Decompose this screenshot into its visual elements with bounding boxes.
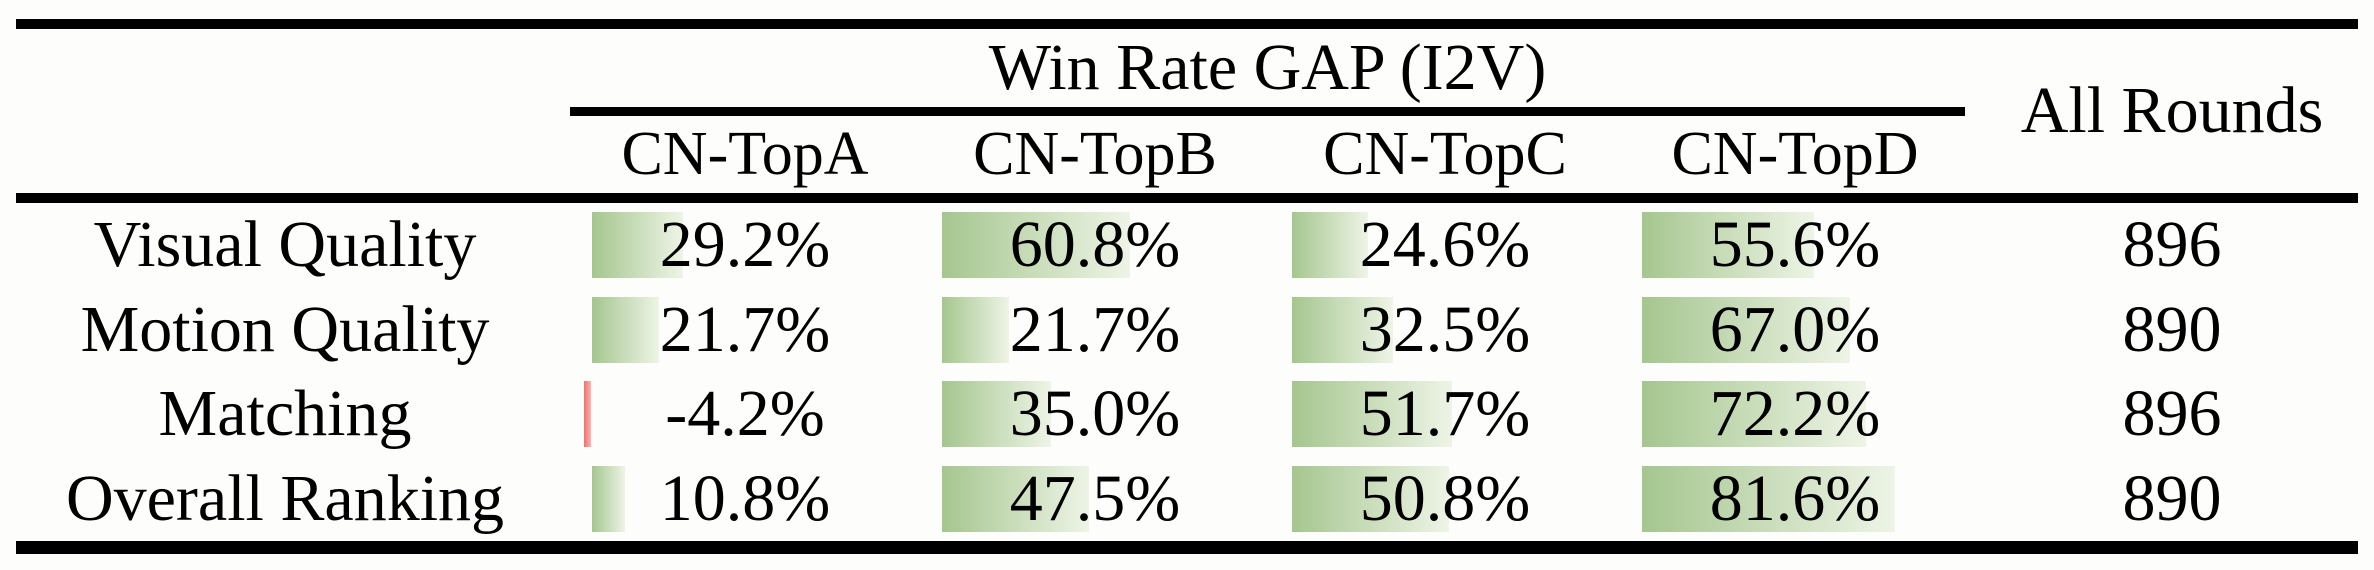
win-rate-value: 67.0% <box>1709 292 1881 366</box>
win-rate-value: 21.7% <box>659 292 831 366</box>
win-rate-value: 21.7% <box>1009 292 1181 366</box>
win-rate-value: 72.2% <box>1709 377 1881 451</box>
group-header-underline-rule <box>570 107 1965 116</box>
win-rate-value: 50.8% <box>1359 461 1531 535</box>
bar-track <box>592 465 902 532</box>
all-rounds-value: 896 <box>2122 208 2222 282</box>
bar-track <box>1292 212 1602 278</box>
group-header-win-rate-gap: Win Rate GAP (I2V) <box>988 31 1547 104</box>
bar-track <box>1642 465 1952 532</box>
data-cell: 50.8% <box>1270 457 1620 542</box>
win-rate-bar <box>1642 465 1895 532</box>
data-cell: 29.2% <box>570 203 920 288</box>
table-row-overall-ranking: Overall Ranking 10.8% 47.5% 50.8% <box>0 457 2374 542</box>
win-rate-bar <box>942 465 1090 532</box>
data-cell: 55.6% <box>1620 203 1970 288</box>
all-rounds-value: 896 <box>2122 377 2222 451</box>
row-label: Overall Ranking <box>65 461 505 535</box>
win-rate-value: 47.5% <box>1009 461 1181 535</box>
all-rounds-value: 890 <box>2122 461 2222 535</box>
win-rate-bar <box>1292 296 1393 363</box>
column-header-cn-topa: CN-TopA <box>621 120 869 188</box>
win-rate-value: -4.2% <box>665 377 825 451</box>
bar-track <box>1642 381 1952 447</box>
table-row-motion-quality: Motion Quality 21.7% 21.7% 32.5% <box>0 288 2374 373</box>
column-header-all-rounds: All Rounds <box>2020 74 2324 147</box>
win-rate-value: 35.0% <box>1009 377 1181 451</box>
table-row-matching: Matching -4.2% 35.0% 51.7% <box>0 372 2374 457</box>
win-rate-bar <box>1642 381 1866 447</box>
win-rate-value: 55.6% <box>1709 208 1881 282</box>
win-rate-bar-negative <box>584 381 591 447</box>
win-rate-value: 81.6% <box>1709 461 1881 535</box>
win-rate-bar <box>1642 212 1815 278</box>
win-rate-bar <box>1292 212 1369 278</box>
win-rate-bar <box>1292 465 1450 532</box>
bar-track <box>592 212 902 278</box>
win-rate-value: 51.7% <box>1359 377 1531 451</box>
row-label: Matching <box>158 377 412 451</box>
data-cell: 51.7% <box>1270 372 1620 457</box>
win-rate-bar <box>942 296 1010 363</box>
bar-track <box>942 212 1252 278</box>
win-rate-bar <box>942 212 1131 278</box>
header-bottom-rule <box>16 193 2358 203</box>
data-cell: 32.5% <box>1270 288 1620 373</box>
win-rate-value: 10.8% <box>659 461 831 535</box>
win-rate-bar <box>1292 381 1453 447</box>
data-cell: 21.7% <box>570 288 920 373</box>
bar-track <box>1642 296 1952 363</box>
win-rate-bar <box>592 212 683 278</box>
column-header-cn-topc: CN-TopC <box>1323 120 1567 188</box>
bar-track <box>584 381 902 447</box>
data-cell: -4.2% <box>570 372 920 457</box>
column-header-row: CN-TopA CN-TopB CN-TopC CN-TopD <box>0 116 2374 193</box>
win-rate-bar <box>592 465 626 532</box>
bar-track <box>942 296 1252 363</box>
column-header-spacer <box>1970 116 2374 193</box>
bar-track <box>1292 296 1602 363</box>
data-cell: 24.6% <box>1270 203 1620 288</box>
bar-track <box>592 296 902 363</box>
data-cell: 21.7% <box>920 288 1270 373</box>
column-header-cn-topd: CN-TopD <box>1671 120 1919 188</box>
win-rate-value: 32.5% <box>1359 292 1531 366</box>
column-header-cn-topb: CN-TopB <box>973 120 1217 188</box>
bar-track <box>942 381 1252 447</box>
bar-track <box>1292 465 1602 532</box>
column-header-spacer <box>0 116 570 193</box>
row-label: Visual Quality <box>93 208 477 282</box>
win-rate-bar <box>592 296 660 363</box>
top-rule <box>16 19 2358 29</box>
bottom-rule <box>16 541 2358 554</box>
bar-track <box>1642 212 1952 278</box>
win-rate-bar <box>942 381 1051 447</box>
table-body: Visual Quality 29.2% 60.8% 24.6% <box>0 203 2374 541</box>
bar-track <box>942 465 1252 532</box>
data-cell: 72.2% <box>1620 372 1970 457</box>
data-cell: 35.0% <box>920 372 1270 457</box>
data-cell: 60.8% <box>920 203 1270 288</box>
data-cell: 67.0% <box>1620 288 1970 373</box>
win-rate-value: 24.6% <box>1359 208 1531 282</box>
win-rate-value: 29.2% <box>659 208 831 282</box>
table-row-visual-quality: Visual Quality 29.2% 60.8% 24.6% <box>0 203 2374 288</box>
all-rounds-value: 890 <box>2122 292 2222 366</box>
win-rate-value: 60.8% <box>1009 208 1181 282</box>
row-label: Motion Quality <box>80 292 490 366</box>
bar-track <box>1292 381 1602 447</box>
data-cell: 10.8% <box>570 457 920 542</box>
win-rate-bar <box>1642 296 1850 363</box>
data-cell: 81.6% <box>1620 457 1970 542</box>
data-cell: 47.5% <box>920 457 1270 542</box>
